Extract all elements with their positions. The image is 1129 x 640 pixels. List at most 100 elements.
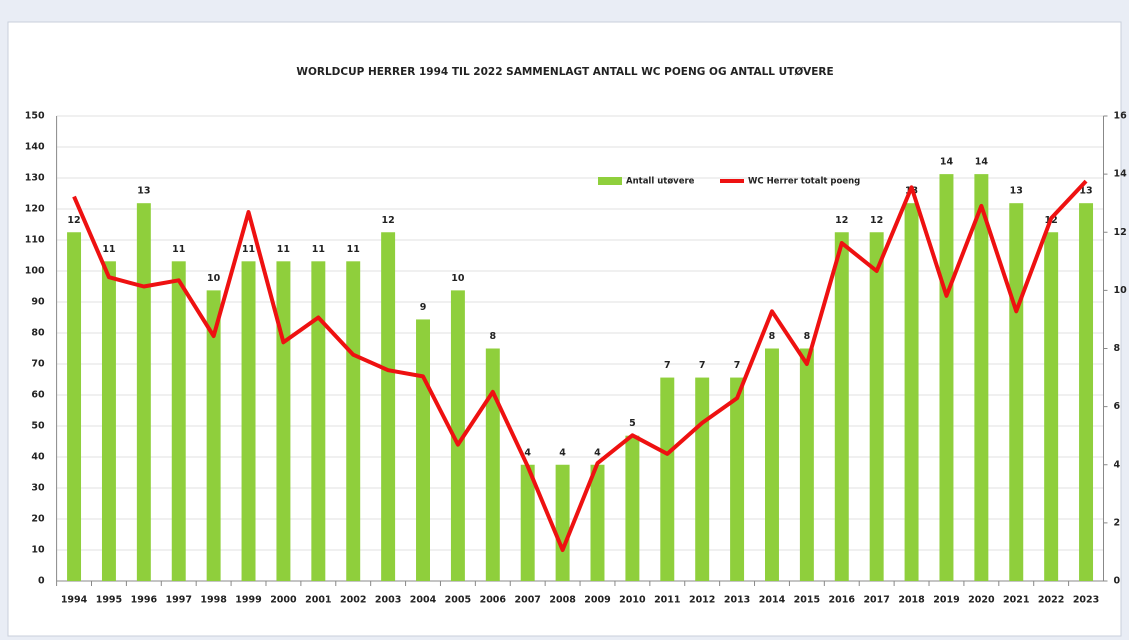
y-tick-label: 90 xyxy=(31,297,45,308)
bar xyxy=(241,261,256,581)
bar xyxy=(730,377,745,581)
bar xyxy=(1079,203,1094,581)
bar-value-label: 7 xyxy=(699,360,706,371)
x-tick-label: 2016 xyxy=(829,595,856,606)
x-tick-label: 2010 xyxy=(619,595,646,606)
x-tick-label: 2000 xyxy=(270,595,297,606)
legend-label: Antall utøvere xyxy=(626,177,695,187)
bar-value-label: 12 xyxy=(835,215,848,226)
bar xyxy=(974,174,989,581)
bar xyxy=(485,348,500,581)
y-tick-label: 50 xyxy=(31,421,45,432)
bar-value-label: 14 xyxy=(975,157,989,168)
y2-tick-label: 12 xyxy=(1114,227,1127,238)
y2-tick-label: 6 xyxy=(1114,401,1121,412)
bar xyxy=(695,377,710,581)
y2-tick-label: 8 xyxy=(1114,343,1121,354)
x-tick-label: 1996 xyxy=(131,595,158,606)
bar-value-label: 11 xyxy=(312,244,325,255)
x-tick-label: 1994 xyxy=(61,595,88,606)
bar xyxy=(136,203,151,581)
bar-value-label: 8 xyxy=(489,331,496,342)
bar-value-label: 12 xyxy=(67,215,80,226)
bar-value-label: 11 xyxy=(102,244,115,255)
x-tick-label: 2015 xyxy=(794,595,820,606)
x-tick-label: 1997 xyxy=(166,595,192,606)
x-tick-label: 1998 xyxy=(200,595,227,606)
bar-value-label: 4 xyxy=(524,447,531,458)
bar xyxy=(381,232,396,581)
x-tick-label: 2007 xyxy=(514,595,540,606)
y-tick-label: 20 xyxy=(31,514,45,525)
bar xyxy=(276,261,291,581)
y2-tick-label: 10 xyxy=(1114,285,1128,296)
bar-value-label: 13 xyxy=(137,186,150,197)
y-tick-label: 130 xyxy=(25,173,45,184)
y2-tick-label: 4 xyxy=(1114,459,1121,470)
x-tick-label: 2018 xyxy=(898,595,925,606)
x-tick-label: 2022 xyxy=(1038,595,1064,606)
bar xyxy=(590,464,605,581)
x-tick-label: 2005 xyxy=(445,595,471,606)
bar xyxy=(416,319,430,581)
x-tick-label: 2003 xyxy=(375,595,401,606)
x-tick-label: 2008 xyxy=(549,595,576,606)
bar-value-label: 13 xyxy=(1010,186,1023,197)
bar-value-label: 12 xyxy=(870,215,883,226)
y-tick-label: 110 xyxy=(25,235,45,246)
x-tick-label: 2001 xyxy=(305,595,331,606)
bar xyxy=(869,232,884,581)
x-tick-label: 2023 xyxy=(1073,595,1099,606)
bar xyxy=(346,261,361,581)
bar-value-label: 8 xyxy=(769,331,776,342)
bar xyxy=(939,174,954,581)
bar xyxy=(450,290,465,581)
bar-value-label: 10 xyxy=(451,273,465,284)
x-tick-label: 2002 xyxy=(340,595,366,606)
y-tick-label: 140 xyxy=(25,142,45,153)
bar xyxy=(904,203,919,581)
bar-value-label: 14 xyxy=(940,157,954,168)
bar-value-label: 11 xyxy=(172,244,185,255)
y-tick-label: 80 xyxy=(31,328,45,339)
x-tick-label: 1995 xyxy=(96,595,122,606)
bar xyxy=(171,261,186,581)
bar-value-label: 11 xyxy=(277,244,290,255)
legend-swatch xyxy=(598,177,622,185)
x-tick-label: 2020 xyxy=(968,595,995,606)
bar-value-label: 4 xyxy=(559,447,566,458)
x-tick-label: 2017 xyxy=(863,595,889,606)
bar-value-label: 10 xyxy=(207,273,221,284)
bar-value-label: 11 xyxy=(347,244,360,255)
bar-value-label: 7 xyxy=(664,360,671,371)
bar-value-label: 5 xyxy=(629,418,636,429)
bar xyxy=(1044,232,1059,581)
y-tick-label: 30 xyxy=(31,483,45,494)
bar xyxy=(311,261,326,581)
y-tick-label: 40 xyxy=(31,452,45,463)
x-tick-label: 2009 xyxy=(584,595,610,606)
y-tick-label: 60 xyxy=(31,390,45,401)
bar-value-label: 9 xyxy=(420,302,427,313)
y2-tick-label: 2 xyxy=(1114,517,1121,528)
bar-value-label: 11 xyxy=(242,244,255,255)
x-tick-label: 2011 xyxy=(654,595,680,606)
x-tick-label: 2013 xyxy=(724,595,750,606)
bar xyxy=(520,464,535,581)
legend-label: WC Herrer totalt poeng xyxy=(748,177,860,187)
bar xyxy=(765,348,779,581)
x-tick-label: 2012 xyxy=(689,595,715,606)
bar xyxy=(834,232,849,581)
chart-title: WORLDCUP HERRER 1994 TIL 2022 SAMMENLAGT… xyxy=(296,66,833,78)
y-tick-label: 150 xyxy=(25,111,45,122)
bar-value-label: 4 xyxy=(594,447,601,458)
x-tick-label: 2019 xyxy=(933,595,959,606)
x-tick-label: 2004 xyxy=(410,595,437,606)
x-tick-label: 1999 xyxy=(235,595,261,606)
bar xyxy=(1009,203,1024,581)
bar xyxy=(67,232,82,581)
y-tick-label: 70 xyxy=(31,359,45,370)
x-tick-label: 2021 xyxy=(1003,595,1029,606)
bar xyxy=(555,464,570,581)
